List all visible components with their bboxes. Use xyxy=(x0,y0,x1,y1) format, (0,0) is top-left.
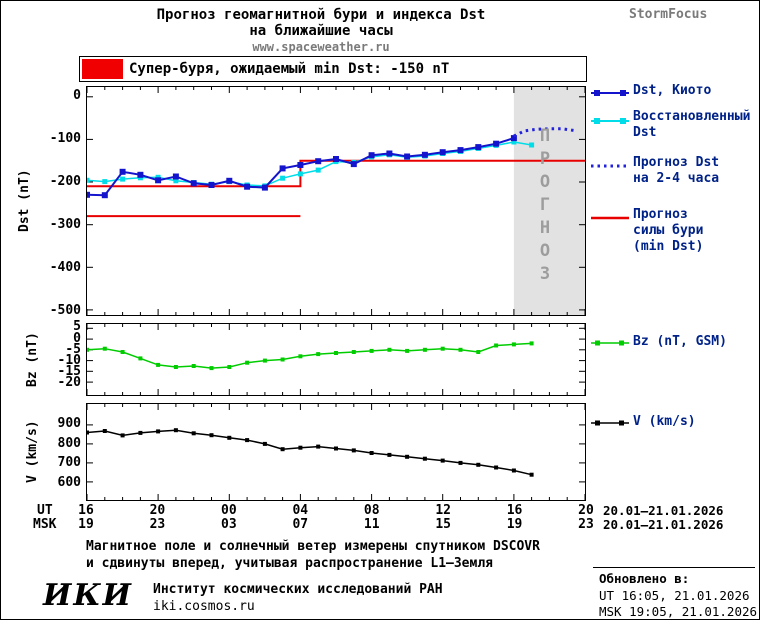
updated-ut: UT 16:05, 21.01.2026 xyxy=(599,588,750,603)
updated-divider xyxy=(593,567,755,568)
msk-date-range: 20.01–21.01.2026 xyxy=(603,517,724,532)
ut-tick-label: 20 xyxy=(149,503,166,518)
restored-dst-legend-swatch xyxy=(591,118,629,124)
ut-tick-label: 12 xyxy=(435,503,451,518)
bz-ytick-label: -15 xyxy=(57,364,81,379)
legend-forecast-dst: Прогноз Dst на 2-4 часа xyxy=(633,155,720,186)
alert-banner: Супер-буря, ожидаемый min Dst: -150 nT xyxy=(79,56,587,82)
institute-name: Институт космических исследований РАН xyxy=(153,582,443,597)
forecast-dst-legend-swatch xyxy=(591,164,629,168)
msk-tick-label: 19 xyxy=(506,517,523,532)
website-label: www.spaceweather.ru xyxy=(252,40,390,54)
footnote-line2: и сдвинуты вперед, учитывая распростране… xyxy=(86,556,493,571)
page-title: Прогноз геомагнитной бури и индекса Dst xyxy=(156,7,486,23)
dst-panel xyxy=(86,86,586,316)
dst-ytick-label: -500 xyxy=(49,303,81,318)
ut-tick-label: 00 xyxy=(221,503,237,518)
v-ytick-label: 700 xyxy=(57,455,81,470)
dst-kyoto-legend-swatch xyxy=(591,90,629,96)
msk-tick-label: 03 xyxy=(221,517,237,532)
msk-tick-label: 19 xyxy=(78,517,94,532)
dst-ytick-label: -200 xyxy=(49,174,81,189)
dst-y-axis-label: Dst (nT) xyxy=(17,169,32,233)
msk-axis-label: MSK xyxy=(33,517,57,532)
legend-v: V (km/s) xyxy=(633,414,696,429)
ut-tick-label: 16 xyxy=(506,503,523,518)
alert-color-swatch xyxy=(82,59,123,79)
bz-ytick-label: 5 xyxy=(73,319,81,334)
updated-label: Обновлено в: xyxy=(599,571,690,586)
legend-dst-kyoto: Dst, Киото xyxy=(633,83,712,98)
v-panel xyxy=(86,403,586,501)
bz-ytick-label: 0 xyxy=(73,331,81,346)
v-chart xyxy=(87,404,585,500)
ut-axis-label: UT xyxy=(37,503,53,518)
ut-tick-row: 16 20 00 04 08 12 16 20 xyxy=(78,503,594,518)
page-subtitle: на ближайшие часы xyxy=(249,23,393,39)
alert-label: Супер-буря, ожидаемый min Dst: -150 nT xyxy=(129,61,450,77)
v-ytick-label: 800 xyxy=(57,436,81,451)
forecast-storm-legend-swatch xyxy=(591,216,629,220)
legend-bz: Bz (nT, GSM) xyxy=(633,334,727,349)
msk-tick-row: 19 23 03 07 11 15 19 23 xyxy=(78,517,594,532)
dst-ytick-label: 0 xyxy=(73,88,81,103)
legend-restored-dst: Восстановленный Dst xyxy=(633,109,751,140)
v-legend-swatch xyxy=(591,420,629,426)
bz-ytick-label: -5 xyxy=(65,342,81,357)
iki-logo: ИКИ xyxy=(43,578,133,613)
ut-tick-label: 16 xyxy=(78,503,94,518)
ut-tick-label: 08 xyxy=(363,503,380,518)
ut-tick-label: 20 xyxy=(578,503,594,518)
bz-ytick-label: -10 xyxy=(57,353,81,368)
v-ytick-label: 600 xyxy=(57,475,81,490)
bz-chart xyxy=(87,324,585,395)
footnote-line1: Магнитное поле и солнечный ветер измерен… xyxy=(86,539,540,554)
dst-chart xyxy=(87,87,585,315)
ut-date-range: 20.01–21.01.2026 xyxy=(603,503,724,518)
dst-ytick-label: -400 xyxy=(49,260,81,275)
msk-tick-label: 15 xyxy=(435,517,451,532)
dst-ytick-label: -100 xyxy=(49,131,81,146)
ut-tick-label: 04 xyxy=(292,503,309,518)
bz-legend-swatch xyxy=(591,340,629,346)
v-ytick-label: 900 xyxy=(57,416,81,431)
dst-ytick-label: -300 xyxy=(49,217,81,232)
institute-site: iki.cosmos.ru xyxy=(153,599,255,614)
brand-label: StormFocus xyxy=(629,7,708,22)
msk-tick-label: 11 xyxy=(363,517,380,532)
msk-tick-label: 23 xyxy=(578,517,594,532)
bz-panel xyxy=(86,323,586,396)
bz-ytick-label: -20 xyxy=(57,375,81,390)
updated-msk: MSK 19:05, 21.01.2026 xyxy=(599,604,758,619)
legend-forecast-storm: Прогноз силы бури (min Dst) xyxy=(633,207,704,254)
msk-tick-label: 07 xyxy=(292,517,309,532)
msk-tick-label: 23 xyxy=(149,517,166,532)
